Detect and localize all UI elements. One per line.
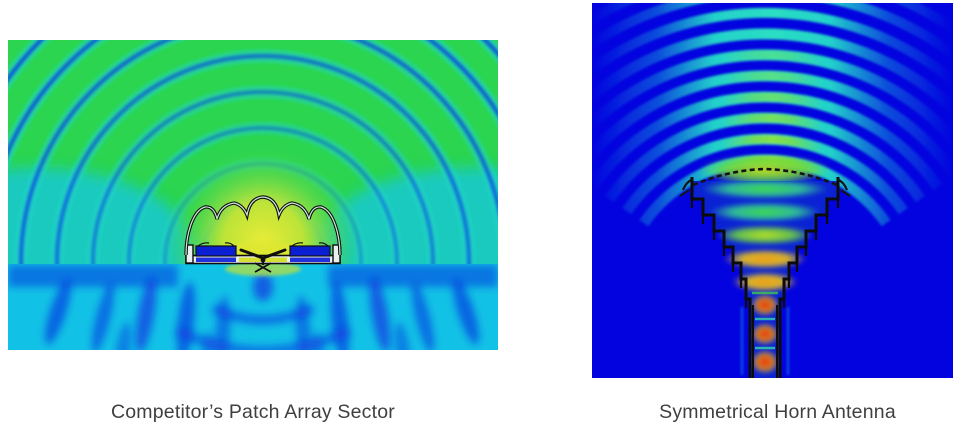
caption-patch-array: Competitor’s Patch Array Sector bbox=[110, 401, 395, 423]
horn-antenna-simulation-image bbox=[592, 3, 953, 378]
caption-horn-antenna: Symmetrical Horn Antenna bbox=[659, 401, 896, 423]
horn-standing-waves bbox=[701, 179, 829, 374]
patch-array-simulation-image bbox=[8, 40, 498, 350]
horn-wall-outline bbox=[690, 177, 840, 378]
patch-array-antenna-outline bbox=[184, 195, 342, 273]
